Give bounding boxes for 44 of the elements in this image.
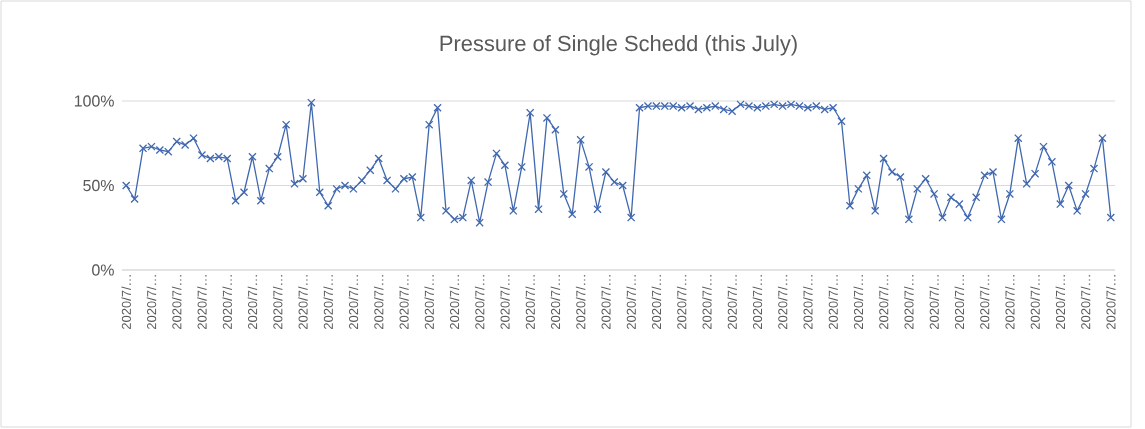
x-tick-label: 2020/7/… xyxy=(525,275,535,330)
x-tick-label: 2020/7/… xyxy=(171,275,182,330)
x-tick-label: 2020/7/… xyxy=(121,275,131,330)
x-tick-label: 2020/7/… xyxy=(853,275,864,330)
x-tick-label: 2020/7/… xyxy=(197,275,207,330)
x-tick-label: 2020/7/… xyxy=(348,275,359,330)
x-tick-label: 2020/7/… xyxy=(904,275,914,330)
x-tick-label: 2020/7/… xyxy=(575,275,586,330)
x-tick-label: 2020/7/… xyxy=(803,275,813,330)
x-tick-label: 2020/7/… xyxy=(323,275,333,330)
x-tick-label: 2020/7/… xyxy=(424,275,434,330)
x-tick-label: 2020/7/… xyxy=(373,275,384,330)
x-tick-label: 2020/7/… xyxy=(550,275,561,330)
x-tick-label: 2020/7/… xyxy=(1005,275,1015,330)
x-tick-label: 2020/7/… xyxy=(702,275,712,330)
x-tick-label: 2020/7/… xyxy=(146,275,157,330)
x-tick-label: 2020/7/… xyxy=(752,275,763,330)
chart-title: Pressure of Single Schedd (this July) xyxy=(440,35,797,56)
x-tick-label: 2020/7/… xyxy=(449,275,460,330)
x-tick-label: 2020/7/… xyxy=(399,275,409,330)
x-tick-label: 2020/7/… xyxy=(1030,275,1040,330)
y-tick-label: 50% xyxy=(83,179,114,192)
x-tick-label: 2020/7/… xyxy=(979,275,990,330)
y-tick-label: 100% xyxy=(74,95,114,107)
x-tick-label: 2020/7/… xyxy=(247,275,258,330)
x-tick-label: 2020/7/… xyxy=(777,275,788,330)
x-tick-label: 2020/7/… xyxy=(500,275,510,330)
x-tick-label: 2020/7/… xyxy=(828,275,838,330)
x-tick-label: 2020/7/… xyxy=(272,275,283,330)
x-tick-label: 2020/7/… xyxy=(601,275,611,330)
y-tick-label: 0% xyxy=(92,264,114,276)
x-tick-label: 2020/7/… xyxy=(651,275,662,330)
x-tick-label: 2020/7/… xyxy=(1106,275,1116,330)
x-tick-label: 2020/7/… xyxy=(474,275,485,330)
x-tick-label: 2020/7/… xyxy=(298,275,308,330)
x-tick-label: 2020/7/… xyxy=(878,275,889,330)
x-tick-label: 2020/7/… xyxy=(676,275,687,330)
x-tick-label: 2020/7/… xyxy=(1080,275,1091,330)
x-tick-label: 2020/7/… xyxy=(929,275,939,330)
x-tick-label: 2020/7/… xyxy=(1055,275,1066,330)
x-tick-label: 2020/7/… xyxy=(727,275,737,330)
x-tick-label: 2020/7/… xyxy=(954,275,965,330)
x-tick-label: 2020/7/… xyxy=(222,275,232,330)
x-tick-label: 2020/7/… xyxy=(626,275,636,330)
